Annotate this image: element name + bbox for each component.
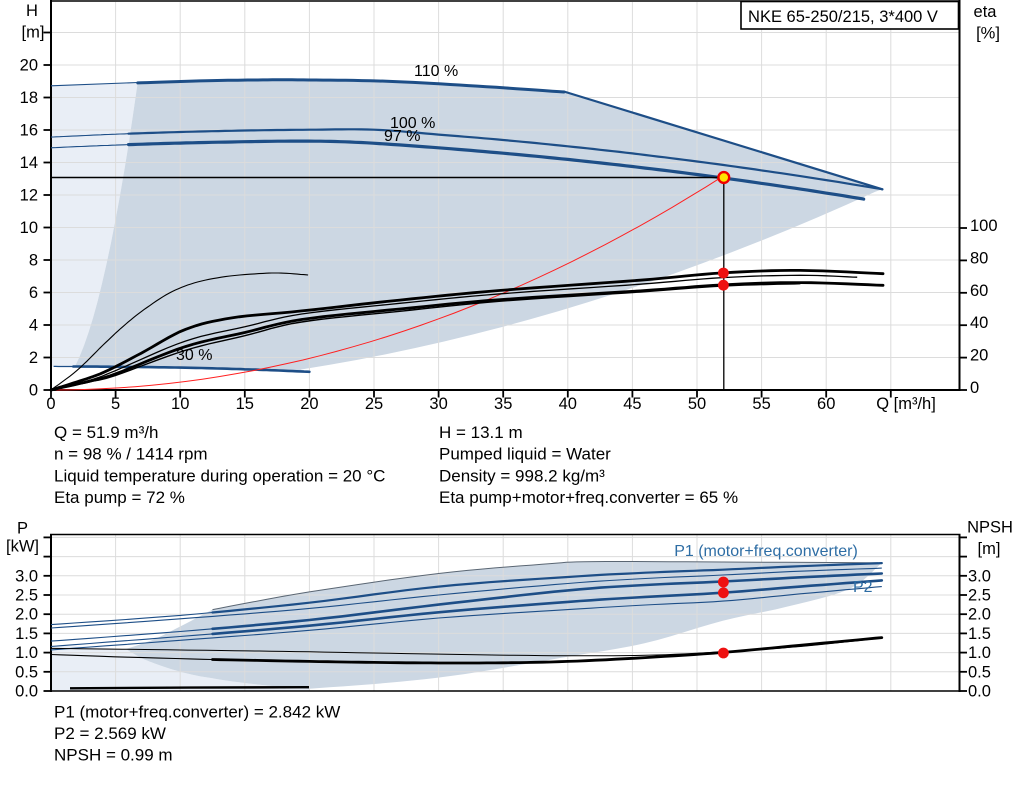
svg-text:12: 12 (20, 187, 38, 205)
svg-text:H: H (26, 2, 38, 20)
svg-text:80: 80 (970, 249, 988, 267)
svg-text:8: 8 (29, 252, 38, 270)
svg-text:2.0: 2.0 (15, 606, 38, 624)
svg-text:10: 10 (171, 395, 189, 413)
svg-text:H = 13.1 m: H = 13.1 m (439, 423, 523, 442)
svg-text:0.0: 0.0 (968, 683, 991, 701)
svg-text:2.5: 2.5 (968, 587, 991, 605)
svg-text:110 %: 110 % (414, 63, 458, 80)
svg-text:2.0: 2.0 (968, 606, 991, 624)
svg-text:3.0: 3.0 (15, 567, 38, 585)
svg-text:60: 60 (817, 395, 835, 413)
svg-text:NKE 65-250/215, 3*400 V: NKE 65-250/215, 3*400 V (748, 8, 938, 26)
svg-text:30: 30 (429, 395, 447, 413)
svg-text:NPSH: NPSH (967, 519, 1013, 537)
svg-text:5: 5 (111, 395, 120, 413)
svg-text:4: 4 (29, 317, 38, 335)
svg-text:2: 2 (29, 349, 38, 367)
svg-text:10: 10 (20, 219, 38, 237)
svg-text:25: 25 (365, 395, 383, 413)
svg-text:P2 = 2.569 kW: P2 = 2.569 kW (54, 724, 166, 743)
svg-text:[kW]: [kW] (6, 538, 39, 556)
svg-text:Eta pump = 72 %: Eta pump = 72 % (54, 488, 185, 507)
svg-text:1.5: 1.5 (968, 625, 991, 643)
svg-text:Density = 998.2 kg/m³: Density = 998.2 kg/m³ (439, 466, 605, 485)
svg-text:1.0: 1.0 (968, 644, 991, 662)
svg-text:100: 100 (970, 217, 998, 235)
svg-text:[m]: [m] (978, 540, 1001, 558)
svg-text:Q [m³/h]: Q [m³/h] (876, 395, 936, 413)
svg-text:45: 45 (623, 395, 641, 413)
svg-text:NPSH = 0.99 m: NPSH = 0.99 m (54, 746, 173, 765)
svg-text:eta: eta (974, 3, 998, 21)
svg-text:n = 98 % / 1414 rpm: n = 98 % / 1414 rpm (54, 445, 208, 464)
svg-text:0.5: 0.5 (968, 663, 991, 681)
svg-text:Pumped liquid = Water: Pumped liquid = Water (439, 445, 611, 464)
svg-text:3.0: 3.0 (968, 567, 991, 585)
svg-text:40: 40 (970, 314, 988, 332)
svg-text:P2: P2 (853, 579, 873, 596)
svg-text:Eta pump+motor+freq.converter: Eta pump+motor+freq.converter = 65 % (439, 488, 738, 507)
svg-text:1.0: 1.0 (15, 644, 38, 662)
svg-text:0: 0 (46, 395, 55, 413)
svg-text:16: 16 (20, 122, 38, 140)
svg-text:0.5: 0.5 (15, 663, 38, 681)
svg-text:18: 18 (20, 89, 38, 107)
svg-text:20: 20 (300, 395, 318, 413)
svg-text:P1 (motor+freq.converter): P1 (motor+freq.converter) (674, 543, 858, 560)
svg-text:20: 20 (970, 347, 988, 365)
svg-text:0: 0 (29, 382, 38, 400)
svg-text:2.5: 2.5 (15, 587, 38, 605)
svg-text:[m]: [m] (22, 24, 45, 42)
svg-text:P: P (17, 520, 28, 538)
svg-text:Q = 51.9 m³/h: Q = 51.9 m³/h (54, 423, 158, 442)
svg-text:[%]: [%] (976, 25, 1000, 43)
svg-text:55: 55 (752, 395, 770, 413)
svg-text:0.0: 0.0 (15, 683, 38, 701)
svg-text:0: 0 (970, 379, 979, 397)
svg-text:6: 6 (29, 284, 38, 302)
svg-text:20: 20 (20, 57, 38, 75)
svg-text:97 %: 97 % (384, 128, 420, 145)
svg-text:1.5: 1.5 (15, 625, 38, 643)
svg-text:35: 35 (494, 395, 512, 413)
svg-text:Liquid temperature during oper: Liquid temperature during operation = 20… (54, 466, 385, 485)
svg-text:14: 14 (20, 154, 38, 172)
svg-text:100 %: 100 % (390, 115, 435, 132)
svg-text:P1 (motor+freq.converter) = 2.: P1 (motor+freq.converter) = 2.842 kW (54, 703, 340, 722)
svg-text:50: 50 (688, 395, 706, 413)
svg-text:15: 15 (236, 395, 254, 413)
svg-text:60: 60 (970, 282, 988, 300)
svg-text:40: 40 (559, 395, 577, 413)
svg-text:30 %: 30 % (176, 347, 212, 364)
